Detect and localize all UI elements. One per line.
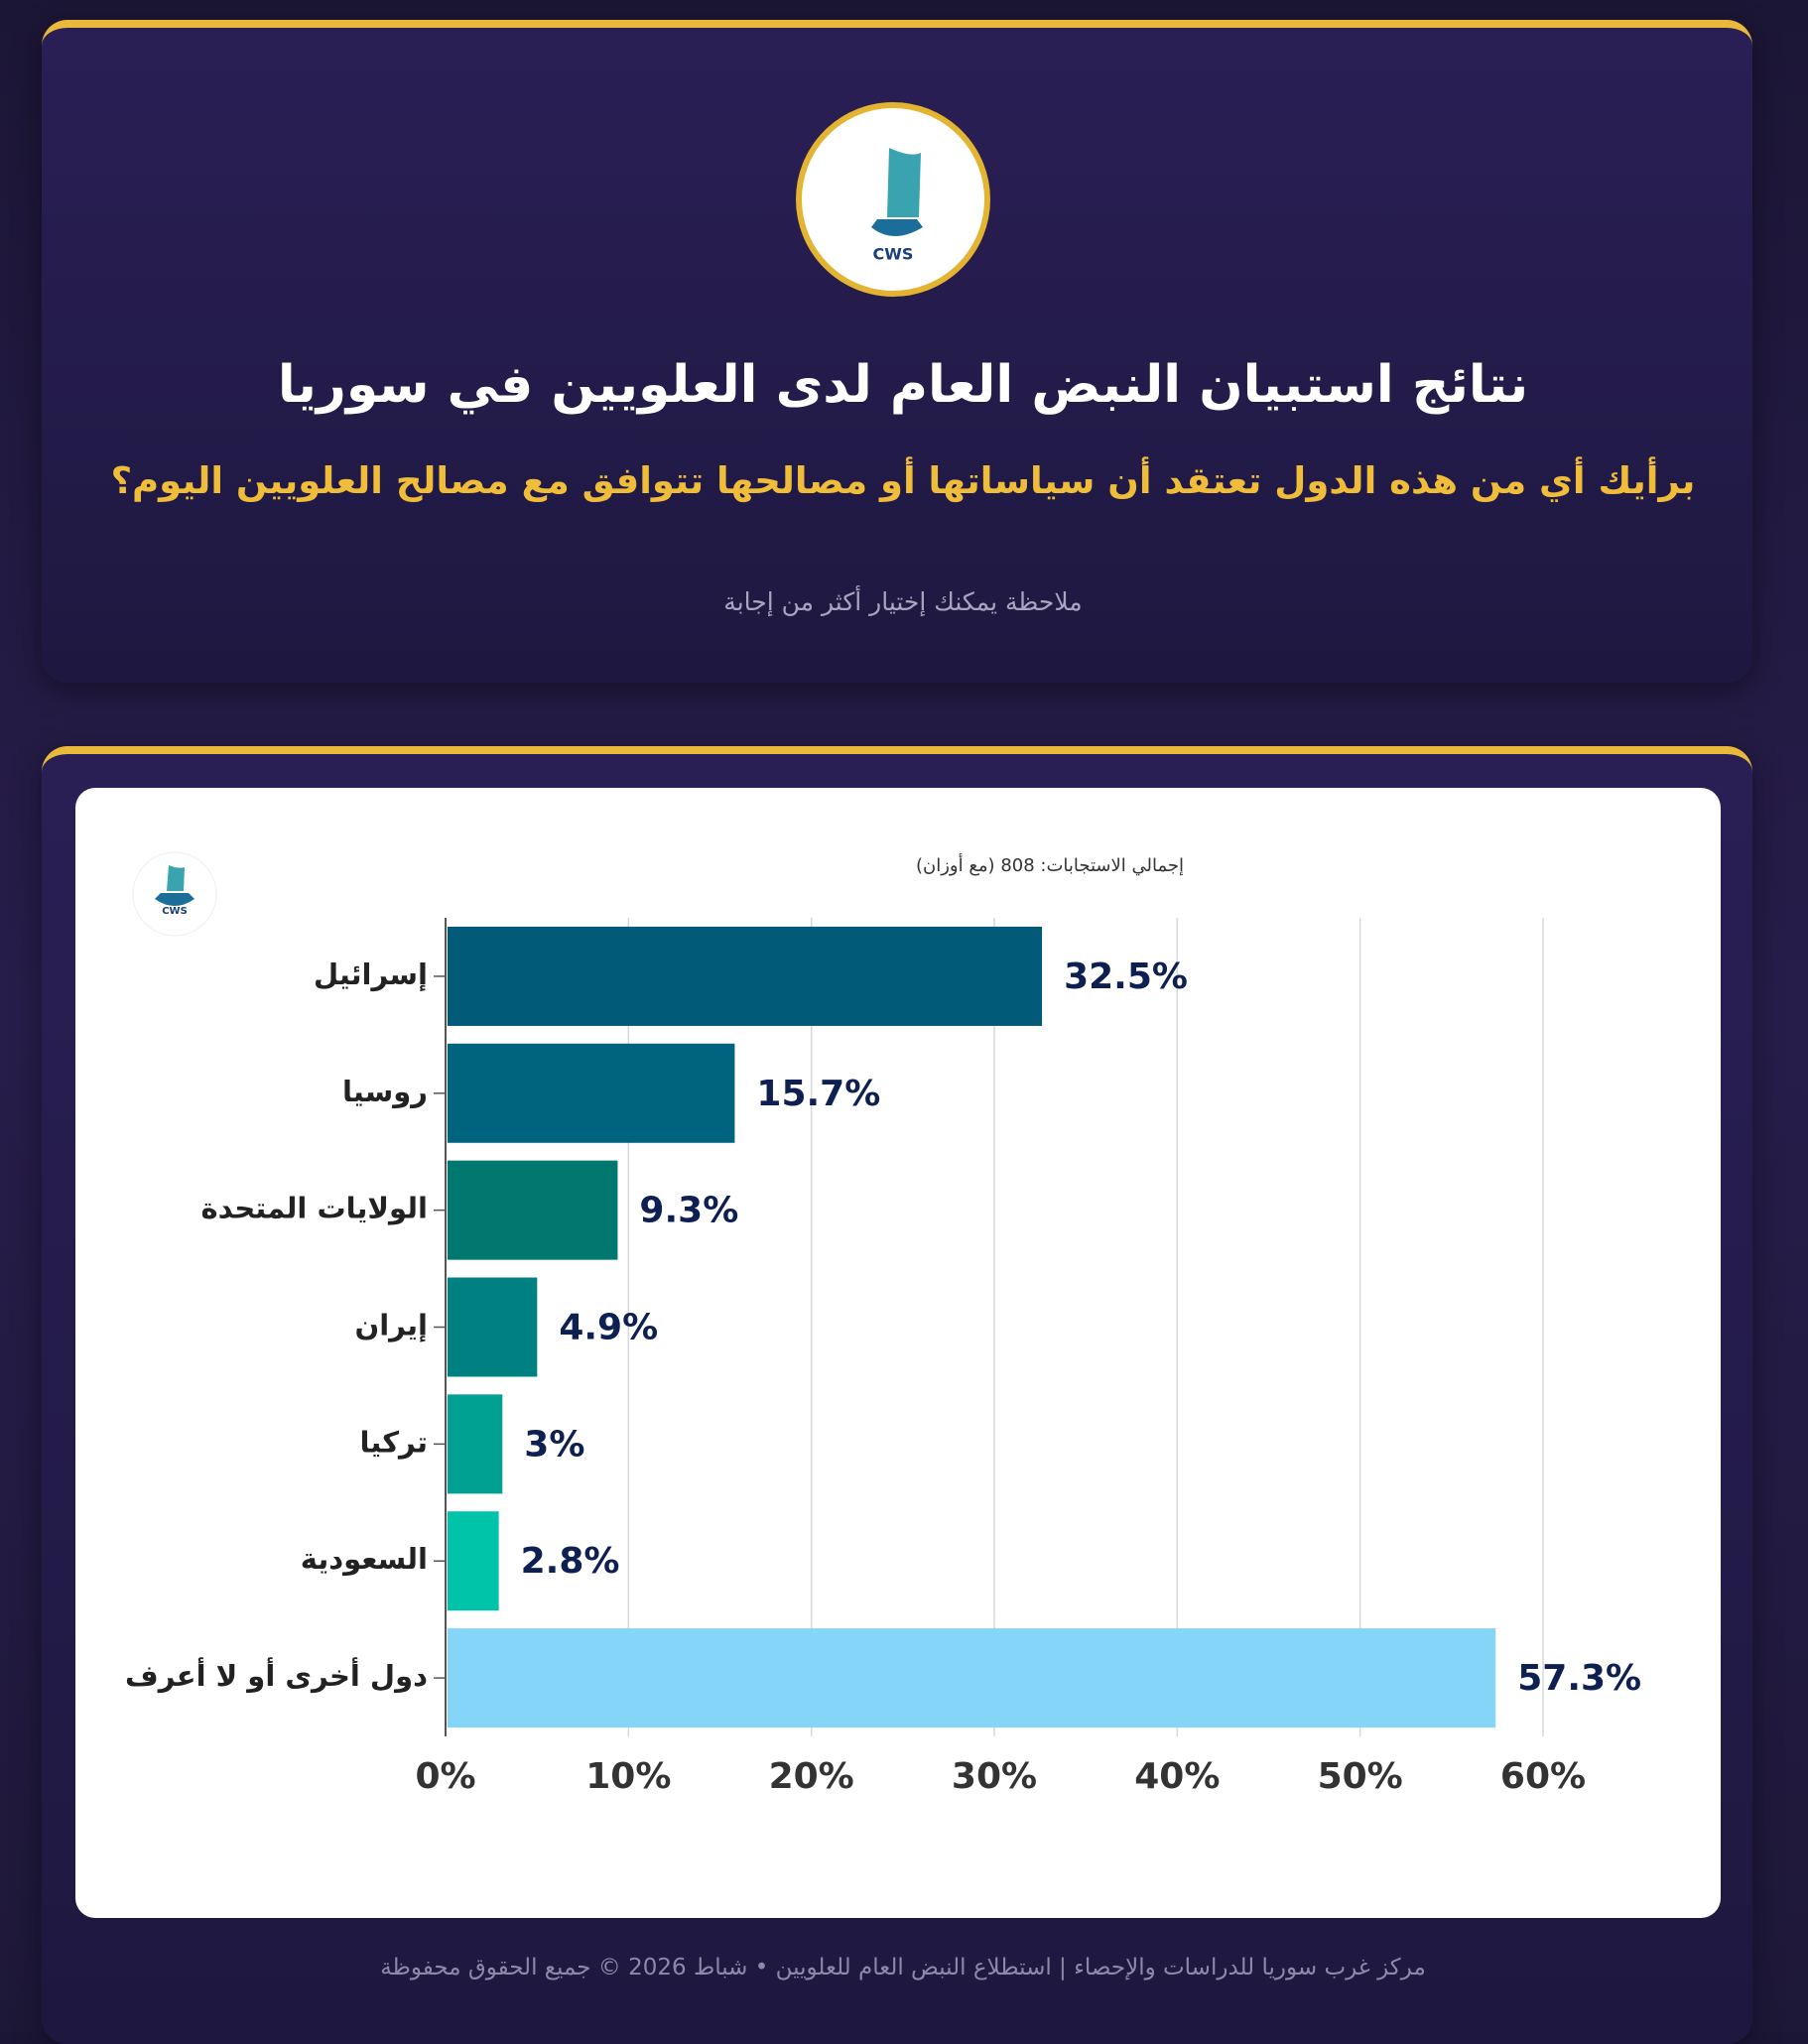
y-tick-label: روسيا bbox=[342, 1075, 428, 1108]
bar bbox=[448, 1394, 503, 1494]
bar bbox=[448, 1277, 538, 1377]
small-logo-sail bbox=[167, 865, 185, 891]
value-label: 15.7% bbox=[756, 1074, 880, 1114]
logo-text: CWS bbox=[873, 245, 914, 264]
x-tick-label: 10% bbox=[585, 1756, 671, 1797]
bar bbox=[448, 1043, 735, 1143]
x-tick-label: 60% bbox=[1500, 1756, 1586, 1797]
bar bbox=[448, 1160, 618, 1260]
y-tick-label: السعودية bbox=[301, 1542, 428, 1576]
logo: CWS bbox=[796, 102, 990, 297]
small-logo-boat bbox=[155, 893, 194, 906]
footer: مركز غرب سوريا للدراسات والإحصاء | استطل… bbox=[380, 1955, 1426, 1980]
logo-boat bbox=[871, 219, 923, 236]
x-tick-label: 50% bbox=[1318, 1756, 1403, 1797]
value-label: 2.8% bbox=[521, 1541, 620, 1582]
note: ملاحظة يمكنك إختيار أكثر من إجابة bbox=[723, 587, 1083, 616]
x-tick-label: 20% bbox=[769, 1756, 854, 1797]
x-tick-label: 0% bbox=[415, 1756, 475, 1797]
chart-subtitle: إجمالي الاستجابات: 808 (مع أوزان) bbox=[916, 853, 1184, 876]
value-label: 4.9% bbox=[559, 1308, 658, 1348]
y-tick-label: إيران bbox=[354, 1309, 428, 1343]
question: برأيك أي من هذه الدول تعتقد أن سياساتها … bbox=[110, 459, 1696, 502]
logo-sail bbox=[887, 148, 921, 217]
y-tick-label: دول أخرى أو لا أعرف bbox=[125, 1657, 428, 1693]
x-tick-label: 40% bbox=[1134, 1756, 1220, 1797]
y-tick-label: إسرائيل bbox=[314, 958, 428, 992]
value-label: 9.3% bbox=[639, 1191, 738, 1231]
value-label: 3% bbox=[524, 1424, 584, 1465]
logo-art: CWS bbox=[871, 148, 923, 264]
bar bbox=[448, 1628, 1496, 1728]
bar bbox=[448, 1511, 499, 1611]
page-title: نتائج استبيان النبض العام لدى العلويين ف… bbox=[277, 355, 1529, 415]
small-logo-text: CWS bbox=[162, 906, 188, 917]
bar bbox=[448, 926, 1043, 1026]
y-tick-label: الولايات المتحدة bbox=[200, 1192, 428, 1225]
value-label: 32.5% bbox=[1064, 957, 1188, 997]
y-tick-label: تركيا bbox=[359, 1425, 428, 1459]
x-tick-label: 30% bbox=[952, 1756, 1037, 1797]
value-label: 57.3% bbox=[1517, 1658, 1641, 1699]
